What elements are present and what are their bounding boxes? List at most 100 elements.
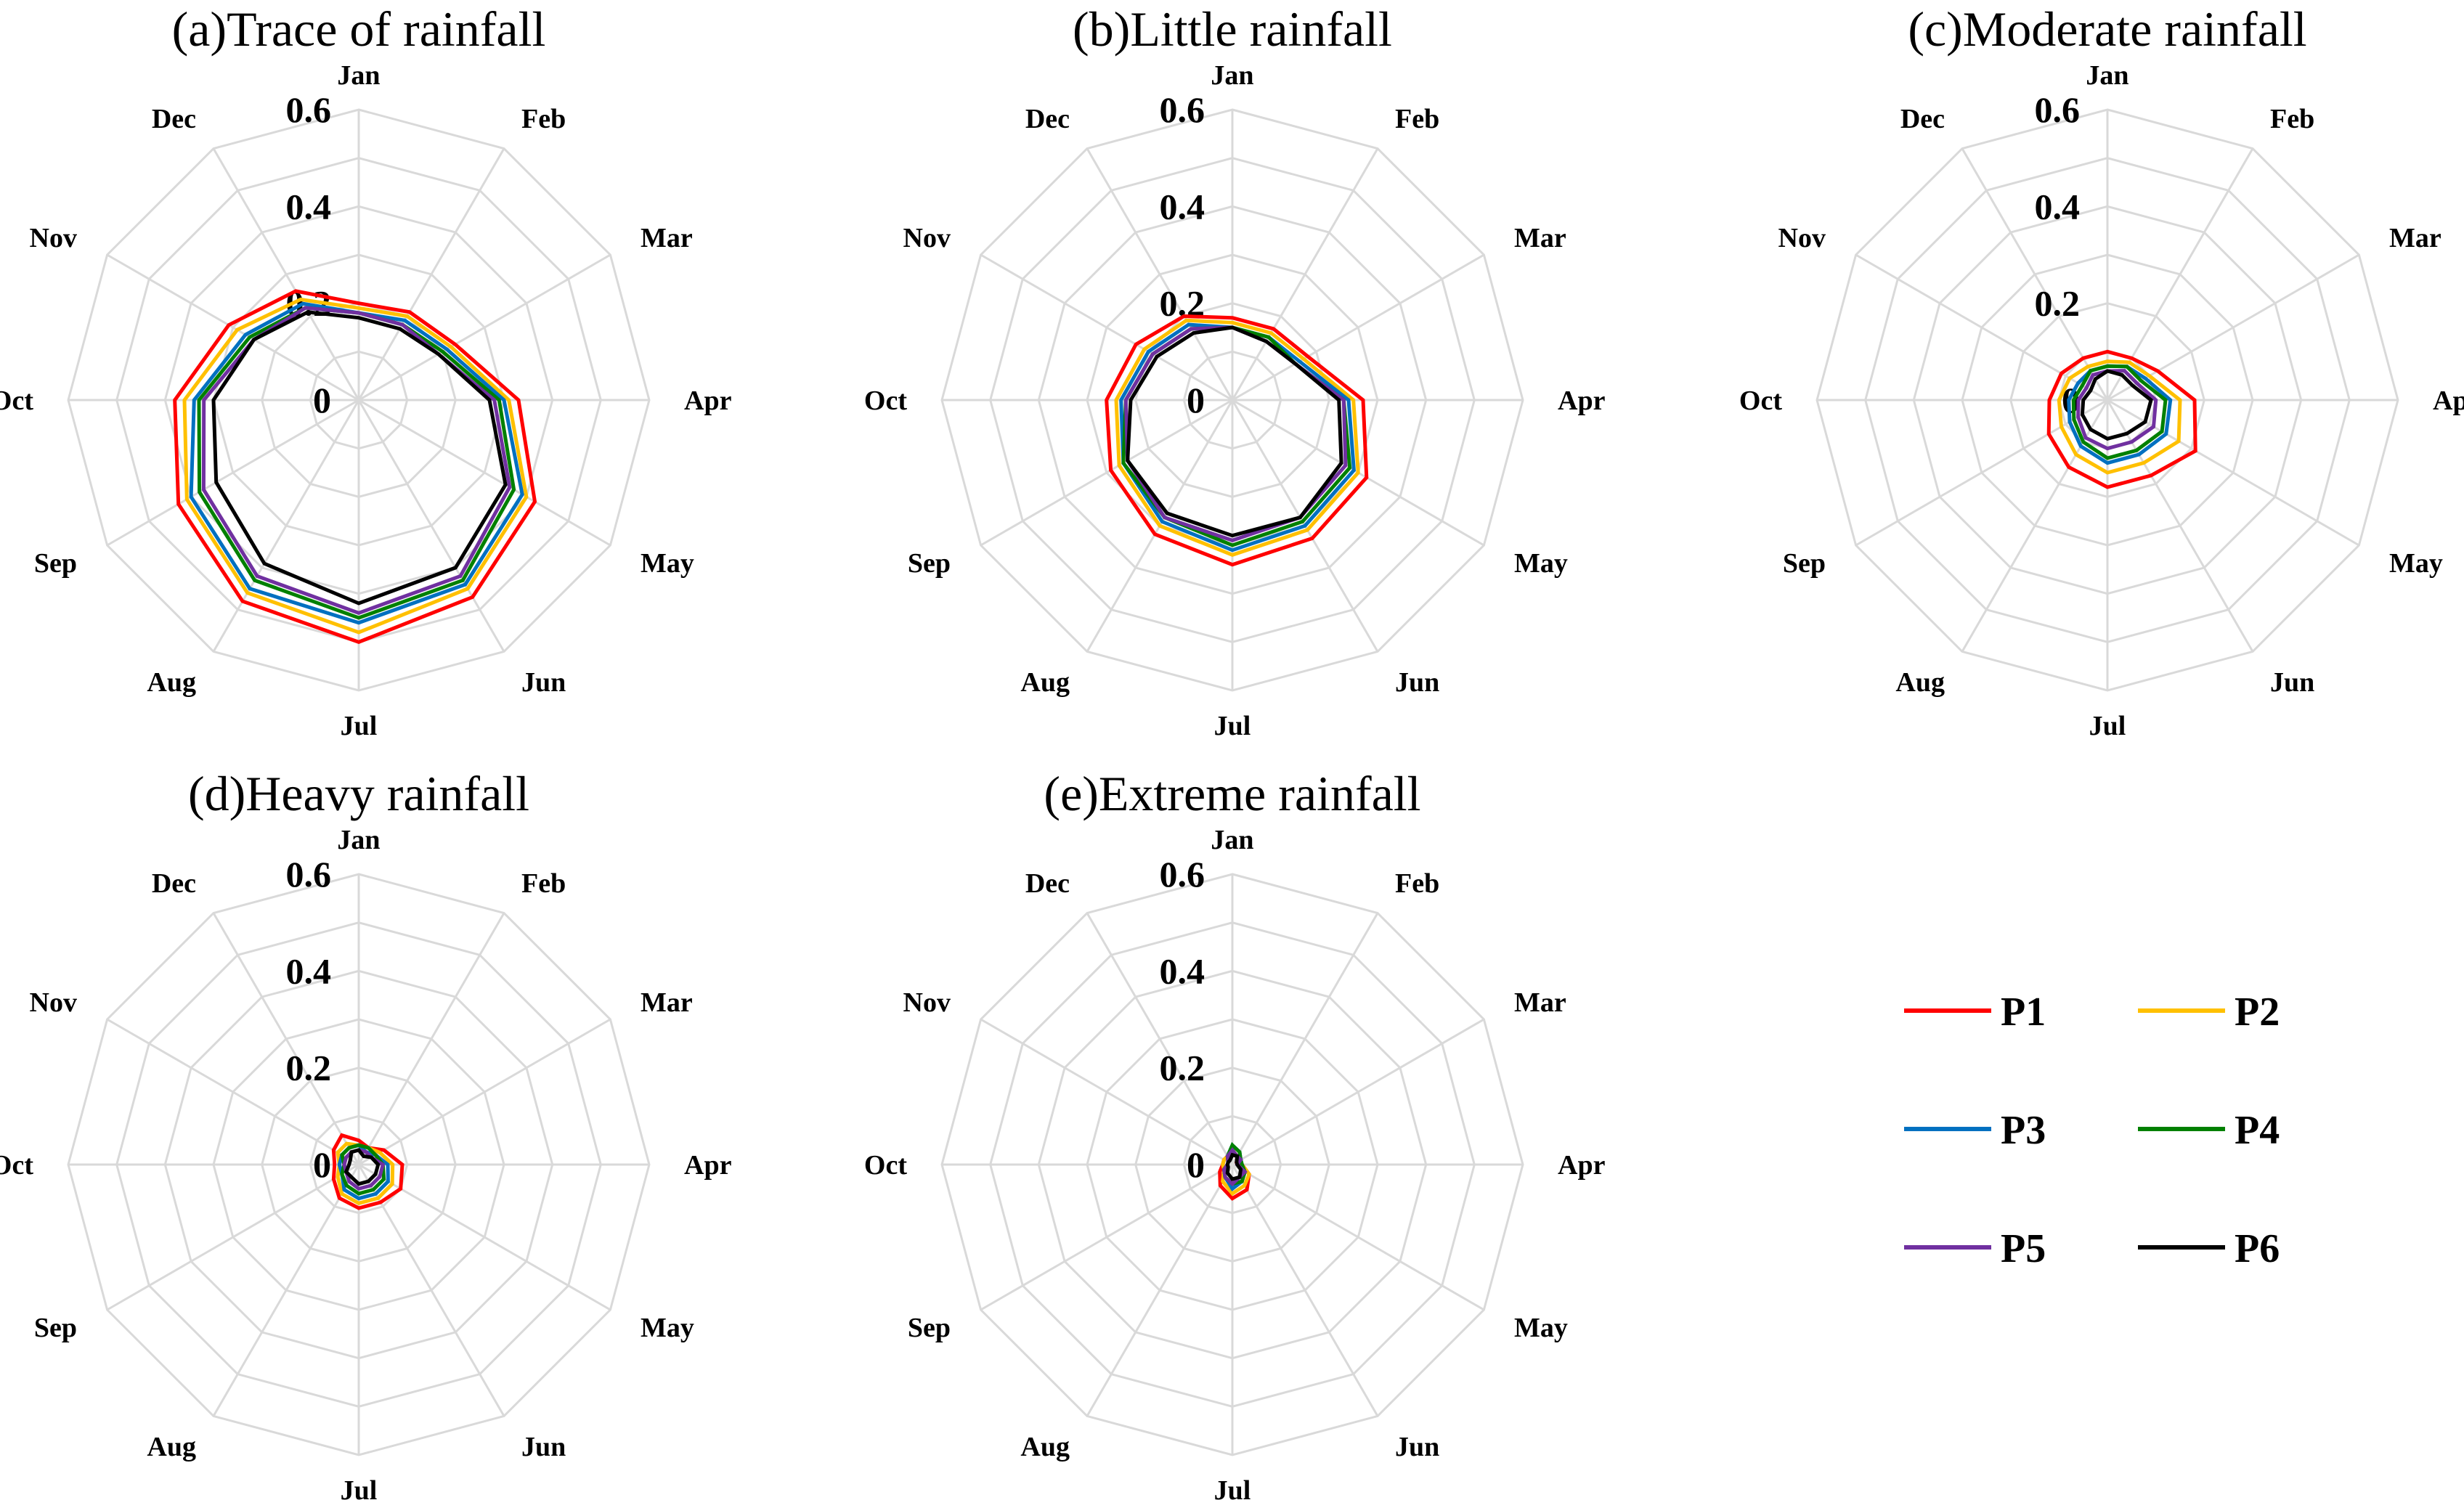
grid-spoke bbox=[357, 1164, 505, 1417]
grid-spoke bbox=[212, 1164, 360, 1417]
month-label-mar: Mar bbox=[641, 987, 693, 1018]
grid-spoke bbox=[1086, 1164, 1234, 1417]
panel-title: (e)Extreme rainfall bbox=[1044, 766, 1420, 821]
grid-spoke bbox=[357, 147, 505, 401]
month-label-may: May bbox=[2389, 548, 2443, 579]
panel-title: (d)Heavy rainfall bbox=[188, 766, 529, 821]
panel-title: (b)Little rainfall bbox=[1073, 1, 1392, 57]
month-label-may: May bbox=[1514, 548, 1568, 579]
grid-spoke bbox=[357, 399, 505, 653]
axis-tick-label: 0.4 bbox=[1160, 186, 1205, 227]
month-label-dec: Dec bbox=[1900, 104, 1945, 134]
legend-item-p4: P4 bbox=[2138, 1108, 2280, 1153]
month-label-jan: Jan bbox=[337, 60, 380, 91]
series-p3 bbox=[1119, 322, 1356, 553]
grid-spoke bbox=[1231, 147, 1379, 401]
month-label-dec: Dec bbox=[152, 868, 196, 899]
month-label-feb: Feb bbox=[2270, 104, 2314, 134]
grid-spoke bbox=[106, 253, 359, 402]
month-label-feb: Feb bbox=[1395, 104, 1439, 134]
month-label-nov: Nov bbox=[903, 223, 951, 253]
series-p5 bbox=[2076, 369, 2158, 451]
month-label-aug: Aug bbox=[147, 667, 196, 698]
month-label-jun: Jun bbox=[521, 1432, 566, 1462]
grid-spoke bbox=[358, 399, 611, 547]
radar-panel-2: (b)Little rainfall00.20.40.6JanFebMarApr… bbox=[864, 1, 1606, 741]
month-label-jan: Jan bbox=[337, 825, 380, 855]
month-label-apr: Apr bbox=[1558, 1150, 1606, 1181]
axis-tick-label: 0.6 bbox=[286, 89, 332, 130]
grid-spoke bbox=[1232, 1018, 1485, 1166]
grid-spoke bbox=[1231, 1164, 1379, 1417]
axis-tick-label: 0.6 bbox=[1160, 854, 1205, 894]
month-label-jun: Jun bbox=[1395, 1432, 1439, 1462]
axis-tick-label: 0 bbox=[1187, 1144, 1205, 1185]
month-label-apr: Apr bbox=[2433, 386, 2464, 416]
series-p4 bbox=[2071, 364, 2168, 460]
month-label-aug: Aug bbox=[1895, 667, 1945, 698]
month-label-sep: Sep bbox=[34, 1313, 77, 1343]
axis-tick-label: 0 bbox=[313, 1144, 331, 1185]
series-p1 bbox=[1105, 314, 1369, 567]
grid-spoke bbox=[358, 1163, 611, 1311]
month-label-dec: Dec bbox=[152, 104, 196, 134]
month-label-oct: Oct bbox=[0, 386, 33, 416]
series-p1 bbox=[2046, 349, 2197, 489]
grid-spoke bbox=[106, 1018, 359, 1166]
legend-item-p1: P1 bbox=[1904, 990, 2046, 1035]
series-p2 bbox=[182, 297, 529, 635]
series-p6 bbox=[1225, 1152, 1243, 1181]
series-p1 bbox=[331, 1133, 404, 1210]
month-label-oct: Oct bbox=[0, 1150, 33, 1181]
month-label-apr: Apr bbox=[684, 1150, 732, 1181]
axis-tick-label: 0 bbox=[313, 380, 331, 420]
month-label-nov: Nov bbox=[30, 223, 77, 253]
series-p6 bbox=[2080, 369, 2153, 441]
month-label-jan: Jan bbox=[2086, 60, 2128, 91]
month-label-aug: Aug bbox=[1020, 1432, 1070, 1462]
series-p3 bbox=[2067, 364, 2173, 465]
grid-spoke bbox=[1086, 147, 1234, 401]
legend-label: P5 bbox=[2001, 1226, 2046, 1271]
legend-label: P3 bbox=[2001, 1108, 2046, 1153]
axis-tick-label: 0.6 bbox=[286, 854, 332, 894]
month-label-oct: Oct bbox=[864, 1150, 907, 1181]
month-label-mar: Mar bbox=[641, 223, 693, 253]
month-label-jul: Jul bbox=[341, 711, 378, 741]
series-p4 bbox=[197, 306, 516, 620]
month-label-jun: Jun bbox=[1395, 667, 1439, 698]
month-label-sep: Sep bbox=[908, 548, 951, 579]
panel-title: (a)Trace of rainfall bbox=[172, 1, 546, 57]
series-p6 bbox=[343, 1148, 381, 1186]
month-label-dec: Dec bbox=[1025, 868, 1070, 899]
grid-spoke bbox=[1231, 912, 1379, 1165]
legend-item-p6: P6 bbox=[2138, 1226, 2280, 1271]
axis-tick-label: 0.6 bbox=[2035, 89, 2081, 130]
axis-tick-label: 0.2 bbox=[2035, 283, 2081, 324]
series-p2 bbox=[336, 1141, 395, 1205]
month-label-mar: Mar bbox=[1514, 223, 1566, 253]
legend-label: P4 bbox=[2235, 1108, 2280, 1153]
series-p6 bbox=[211, 310, 508, 606]
legend-label: P2 bbox=[2235, 990, 2280, 1035]
month-label-mar: Mar bbox=[2389, 223, 2441, 253]
month-label-apr: Apr bbox=[684, 386, 732, 416]
month-label-aug: Aug bbox=[1020, 667, 1070, 698]
legend-item-p2: P2 bbox=[2138, 990, 2280, 1035]
grid-spoke bbox=[106, 1163, 359, 1311]
month-label-may: May bbox=[641, 1313, 694, 1343]
axis-tick-label: 0.2 bbox=[286, 1048, 332, 1088]
legend-item-p5: P5 bbox=[1904, 1226, 2046, 1271]
month-label-feb: Feb bbox=[521, 104, 566, 134]
month-label-jul: Jul bbox=[341, 1475, 378, 1500]
month-label-jan: Jan bbox=[1211, 825, 1253, 855]
month-label-jul: Jul bbox=[2089, 711, 2126, 741]
legend-label: P6 bbox=[2235, 1226, 2280, 1271]
month-label-jul: Jul bbox=[1214, 1475, 1251, 1500]
grid-spoke bbox=[106, 399, 359, 547]
grid-spoke bbox=[980, 399, 1233, 547]
legend: P1 P2 P3 P4 P5 P6 bbox=[1904, 990, 2280, 1271]
month-label-apr: Apr bbox=[1558, 386, 1606, 416]
panel-title: (c)Moderate rainfall bbox=[1908, 1, 2306, 57]
